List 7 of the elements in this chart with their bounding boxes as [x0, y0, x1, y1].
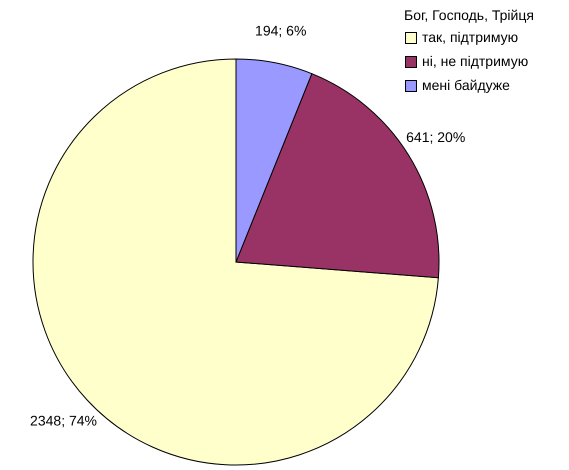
data-label: 194; 6%	[255, 22, 306, 38]
legend-label: мені байдуже	[422, 77, 510, 93]
data-label: 2348; 74%	[30, 412, 97, 429]
data-label: 641; 20%	[406, 129, 466, 146]
legend-title: Бог, Господь, Трійця	[404, 7, 534, 23]
legend-label: ні, не підтримую	[422, 53, 528, 69]
legend-label: так, підтримую	[422, 29, 518, 45]
